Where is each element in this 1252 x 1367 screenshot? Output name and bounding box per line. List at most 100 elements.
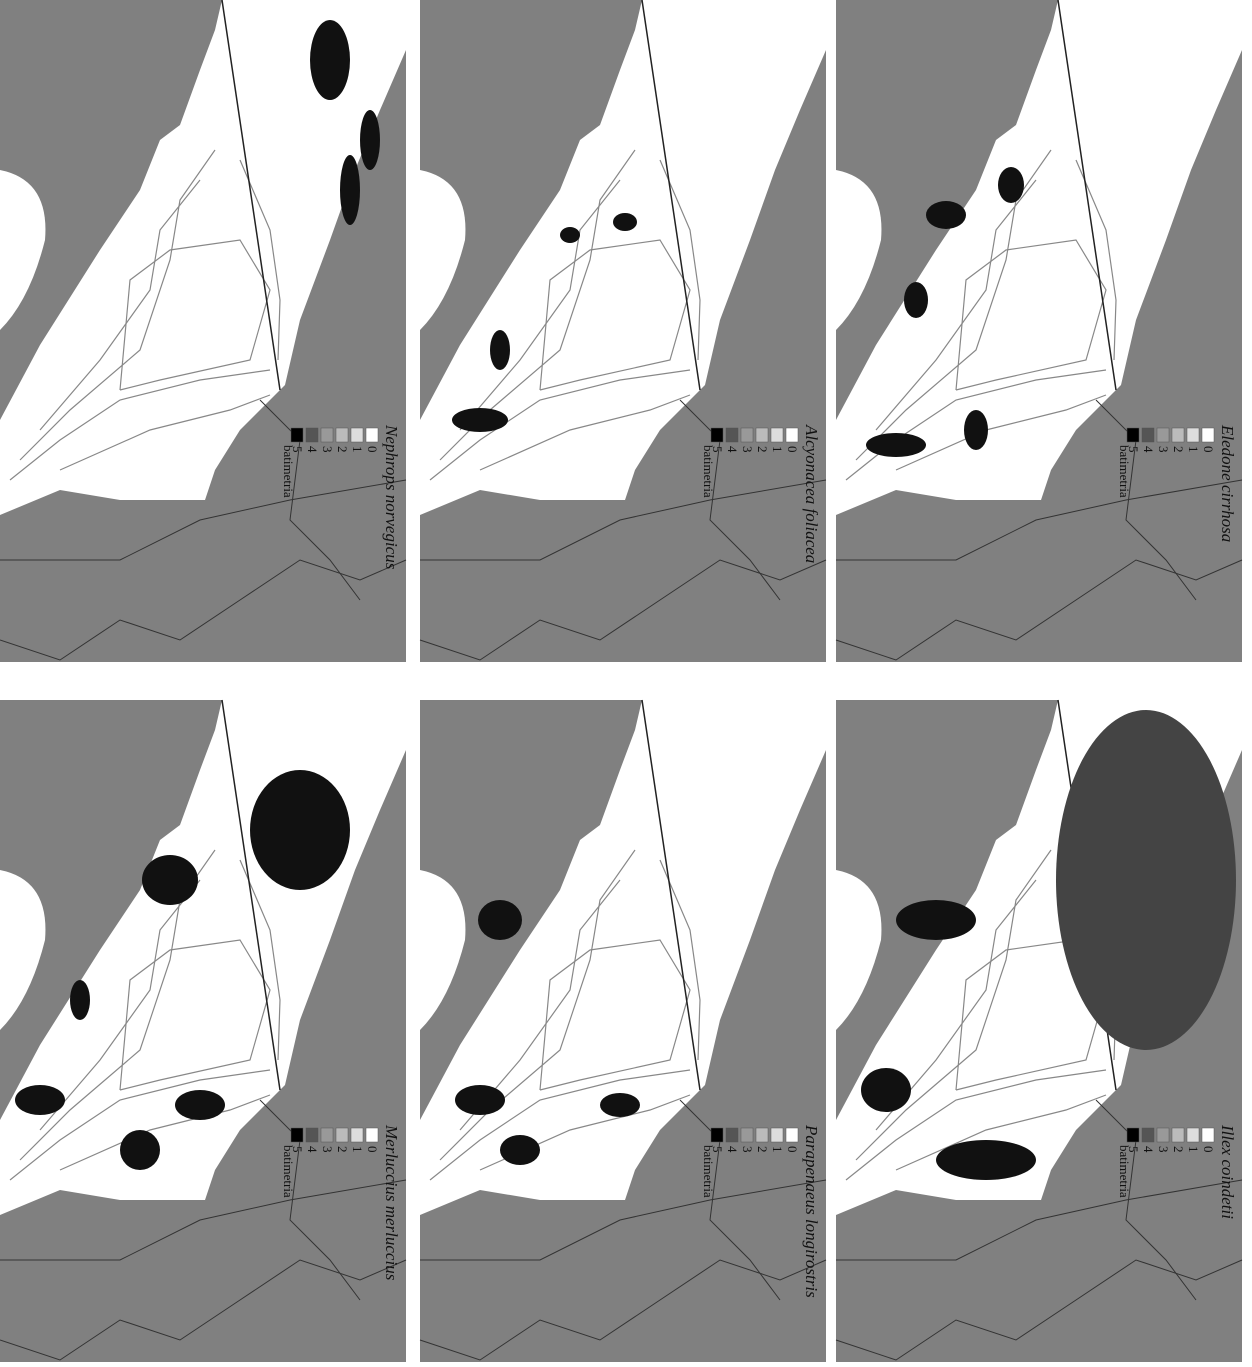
legend-label: 0 [1201,446,1216,453]
legend-title: batimetria [701,1145,716,1198]
abundance-patch [964,410,988,450]
legend-label: 3 [740,1146,755,1153]
legend-swatch [351,428,363,442]
legend-label: 3 [1156,1146,1171,1153]
legend-label: 4 [305,1146,320,1153]
legend-label: 1 [350,1146,365,1153]
legend-label: 4 [725,446,740,453]
legend-swatch [726,428,738,442]
legend-label: 2 [335,446,350,453]
legend-swatch [306,428,318,442]
legend-label: 0 [1201,1146,1216,1153]
legend-label: 2 [1171,1146,1186,1153]
legend-title: batimetria [701,445,716,498]
species-name: Merluccius merluccius [382,1124,401,1281]
legend-swatch [1172,1128,1184,1142]
legend-title: batimetria [1117,1145,1132,1198]
abundance-patch [861,1068,911,1112]
abundance-patch [613,213,637,231]
figure: 012345batimetriaNephrops norvegicus01234… [0,0,1252,1362]
legend-label: 1 [770,1146,785,1153]
legend-swatch [306,1128,318,1142]
legend-label: 1 [1186,446,1201,453]
abundance-patch [340,155,360,225]
species-name: Nephrops norvegicus [382,424,401,570]
legend-swatch [771,428,783,442]
abundance-patch [998,167,1024,203]
legend-swatch [1187,1128,1199,1142]
legend-swatch [786,428,798,442]
legend-swatch [711,428,723,442]
legend-swatch [1202,1128,1214,1142]
species-name: Alcyonacea foliacea [802,424,821,563]
legend-title: batimetria [1117,445,1132,498]
legend-swatch [336,1128,348,1142]
abundance-patch [120,1130,160,1170]
legend-swatch [366,1128,378,1142]
abundance-patch [452,408,508,432]
legend-swatch [291,428,303,442]
abundance-patch [310,20,350,100]
abundance-patch [500,1135,540,1165]
map-panel: 012345batimetriaEledone cirrhosa [836,0,1242,662]
legend-label: 0 [365,446,380,453]
legend-swatch [1157,1128,1169,1142]
species-name: Parapenaeus longirostris [802,1124,821,1298]
legend-title: batimetria [281,445,296,498]
legend-swatch [1142,1128,1154,1142]
abundance-patch [478,900,522,940]
legend-swatch [1127,1128,1139,1142]
abundance-patch [936,1140,1036,1180]
legend-swatch [1187,428,1199,442]
legend-swatch [351,1128,363,1142]
abundance-patch [490,330,510,370]
legend-swatch [366,428,378,442]
legend-label: 3 [1156,446,1171,453]
legend-label: 4 [1141,446,1156,453]
abundance-patch [455,1085,505,1115]
abundance-patch [926,201,966,229]
legend-label: 2 [755,1146,770,1153]
abundance-patch [1056,710,1236,1050]
species-name: Eledone cirrhosa [1218,424,1237,542]
legend-swatch [321,428,333,442]
abundance-patch [250,770,350,890]
legend-label: 1 [350,446,365,453]
legend-swatch [1202,428,1214,442]
legend-label: 0 [785,446,800,453]
abundance-patch [142,855,198,905]
legend-label: 2 [1171,446,1186,453]
abundance-patch [175,1090,225,1120]
abundance-patch [600,1093,640,1117]
legend-swatch [756,1128,768,1142]
legend-label: 3 [320,446,335,453]
abundance-patch [15,1085,65,1115]
legend-label: 4 [725,1146,740,1153]
abundance-patch [70,980,90,1020]
legend-swatch [1157,428,1169,442]
legend-swatch [771,1128,783,1142]
legend-label: 4 [305,446,320,453]
legend-swatch [756,428,768,442]
legend-label: 3 [740,446,755,453]
legend-title: batimetria [281,1145,296,1198]
legend-swatch [1172,428,1184,442]
legend-swatch [726,1128,738,1142]
abundance-patch [896,900,976,940]
abundance-patch [560,227,580,243]
abundance-patch [904,282,928,318]
legend-label: 4 [1141,1146,1156,1153]
legend-swatch [291,1128,303,1142]
legend-label: 2 [335,1146,350,1153]
abundance-patch [866,433,926,457]
legend-swatch [711,1128,723,1142]
legend-swatch [321,1128,333,1142]
legend-label: 0 [785,1146,800,1153]
legend-label: 1 [770,446,785,453]
legend-label: 3 [320,1146,335,1153]
legend-swatch [1127,428,1139,442]
